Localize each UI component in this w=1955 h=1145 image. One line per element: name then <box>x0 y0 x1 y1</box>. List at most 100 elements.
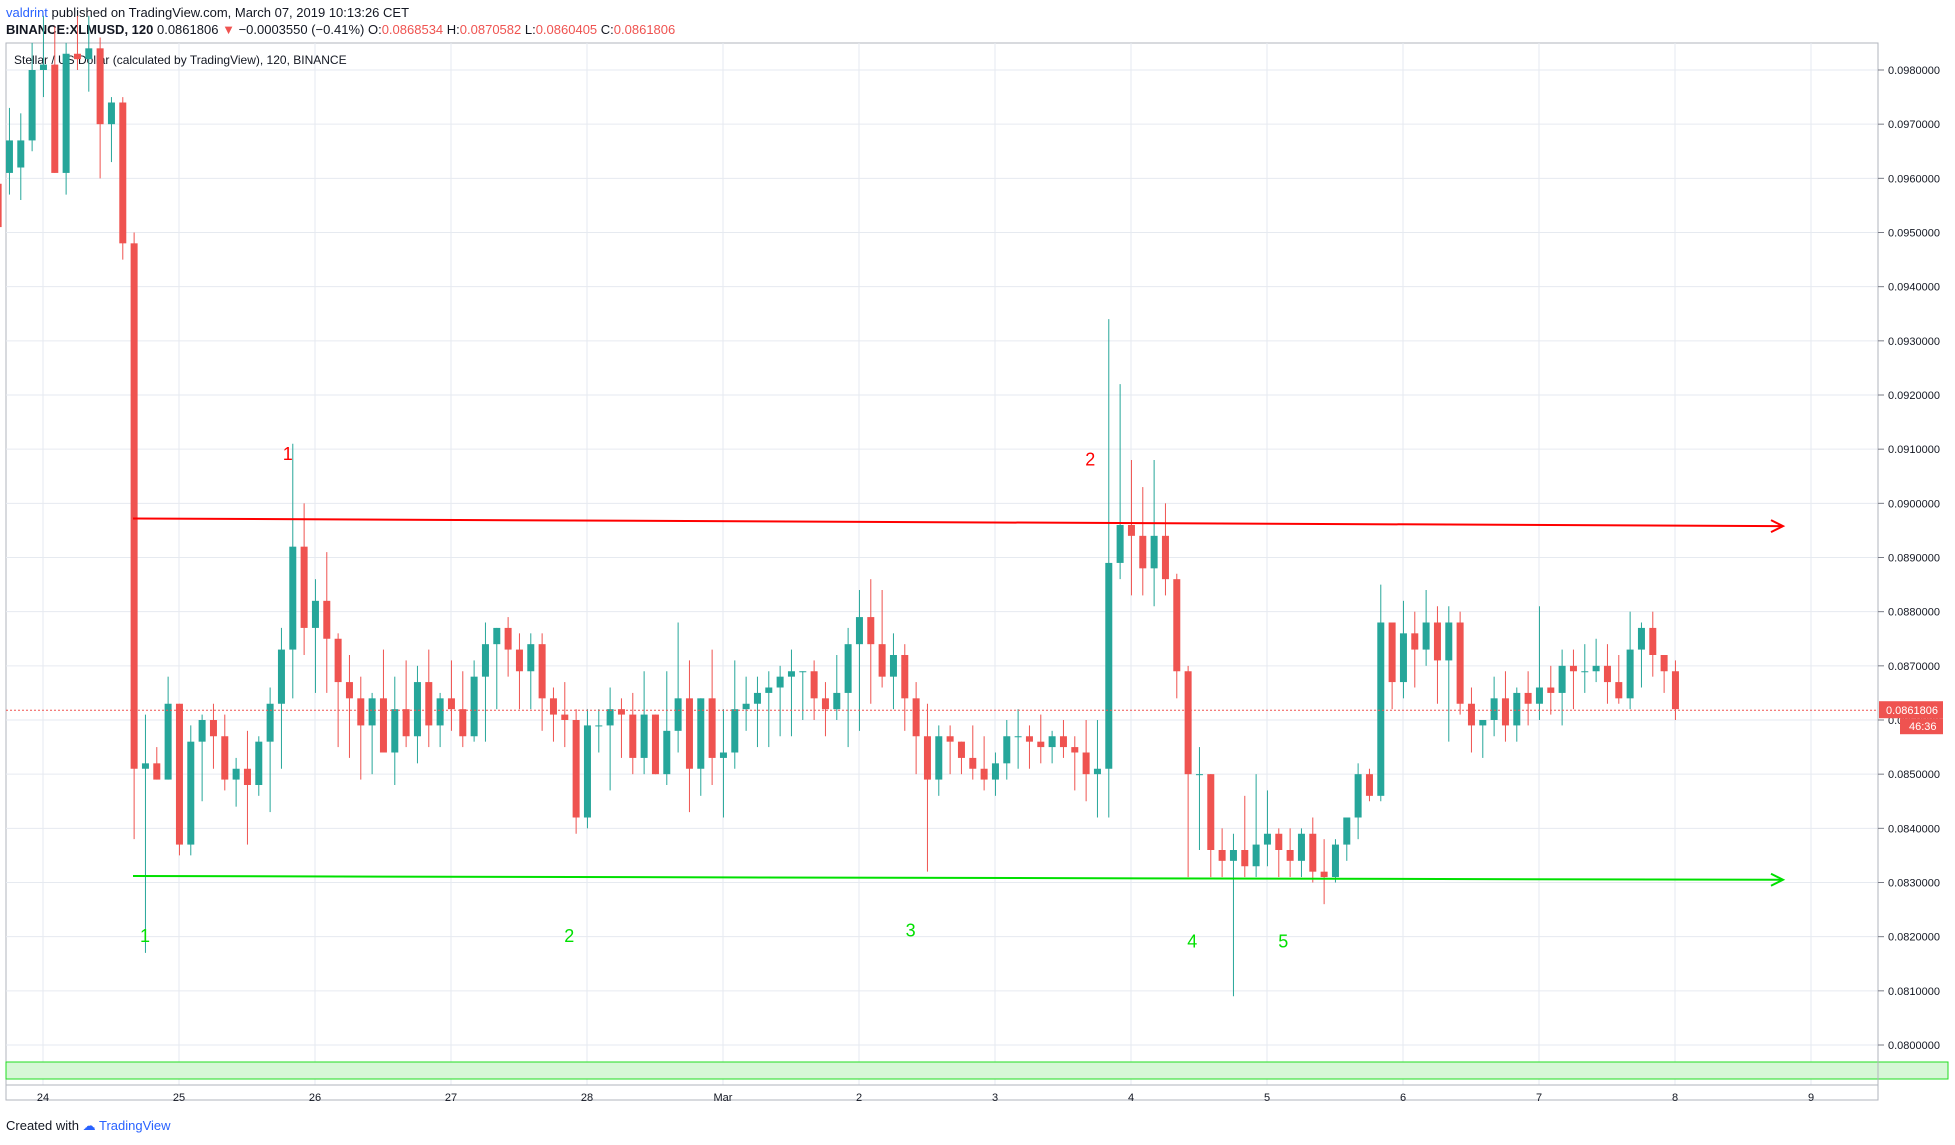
time-tick-label: 9 <box>1808 1092 1814 1104</box>
candle <box>391 676 399 785</box>
candle-body <box>255 741 263 785</box>
candle <box>243 730 251 845</box>
candle <box>1456 611 1464 715</box>
candle-body <box>663 730 671 775</box>
candle <box>1626 611 1634 710</box>
candle-body <box>1581 671 1589 673</box>
candle-body <box>685 698 693 769</box>
candle-body <box>62 53 70 173</box>
candle-body <box>889 655 897 677</box>
candle <box>980 736 988 791</box>
candle-body <box>153 763 161 780</box>
author-link[interactable]: valdrint <box>6 5 48 20</box>
candle-body <box>753 692 761 704</box>
candle-body <box>1377 622 1385 796</box>
candle-body <box>606 709 614 726</box>
candle <box>923 703 931 872</box>
candle <box>221 714 229 791</box>
candle-body <box>1331 844 1339 878</box>
time-tick-label: 28 <box>581 1092 593 1104</box>
candle <box>153 747 161 780</box>
candle-body <box>357 698 365 726</box>
candle-body <box>674 698 682 731</box>
candle-body <box>1093 768 1101 775</box>
candle <box>595 709 603 753</box>
candle-body <box>1411 633 1419 650</box>
candle-body <box>1513 692 1521 726</box>
candle-body <box>776 676 784 688</box>
time-tick-label: 2 <box>856 1092 862 1104</box>
candle-body <box>549 698 557 715</box>
candle-body <box>572 720 580 818</box>
candle <box>1354 763 1362 840</box>
candle-body <box>980 768 988 780</box>
candle-body <box>1547 687 1555 693</box>
candle-body <box>1003 736 1011 764</box>
tradingview-link[interactable]: TradingView <box>99 1118 171 1133</box>
candle-body <box>232 768 240 780</box>
candle-body <box>1445 622 1453 661</box>
candle <box>1014 709 1022 769</box>
candle <box>765 671 773 748</box>
candle <box>1513 687 1521 742</box>
candle <box>515 633 523 710</box>
price-tick-label: 0.0800000 <box>1888 1040 1940 1052</box>
time-tick-label: Mar <box>714 1092 733 1104</box>
candle <box>232 757 240 807</box>
candle-body <box>425 682 433 726</box>
candle-body <box>1048 736 1056 748</box>
candle <box>266 687 274 813</box>
candle <box>1467 687 1475 753</box>
candle-body <box>323 600 331 639</box>
candle <box>130 232 138 840</box>
candle <box>572 709 580 834</box>
candle <box>753 676 761 748</box>
candle <box>1445 606 1453 742</box>
price-tick-label: 0.0870000 <box>1888 661 1940 673</box>
price-tick-label: 0.0950000 <box>1888 228 1940 240</box>
candle-body <box>1626 649 1634 699</box>
candle <box>289 443 297 699</box>
candle-body <box>402 709 410 737</box>
candle-body <box>1524 692 1532 704</box>
price-tick-label: 0.0850000 <box>1888 769 1940 781</box>
high-value: 0.0870582 <box>459 22 522 37</box>
candlestick-chart[interactable]: Stellar / US Dollar (calculated by Tradi… <box>0 0 1955 1110</box>
candle <box>73 15 81 70</box>
candle <box>1524 671 1532 726</box>
candle-body <box>1116 525 1124 563</box>
candle <box>1399 600 1407 699</box>
candle-body <box>1241 850 1249 867</box>
candle <box>141 714 149 953</box>
candle-body <box>1592 665 1600 672</box>
candle <box>1547 665 1555 715</box>
candle <box>1603 644 1611 704</box>
candle-body <box>266 703 274 742</box>
candle-body <box>96 48 104 125</box>
candle-body <box>0 183 2 228</box>
candle <box>504 617 512 677</box>
candle-body <box>1059 736 1067 748</box>
candle <box>164 676 172 780</box>
candle-body <box>368 698 376 726</box>
candle <box>493 627 501 710</box>
candle <box>1037 714 1045 764</box>
candle <box>1150 460 1158 607</box>
candle <box>583 709 591 829</box>
support-touch-label: 1 <box>140 926 150 946</box>
last-price-marker: 0.0861806 46:36 <box>6 701 1943 735</box>
time-tick-label: 3 <box>992 1092 998 1104</box>
candle <box>787 649 795 737</box>
candle <box>1195 747 1203 850</box>
candle <box>0 183 2 228</box>
candle <box>413 665 421 764</box>
candle <box>538 633 546 731</box>
candle-body <box>1218 850 1226 861</box>
chart-footer: Created with ☁ TradingView <box>6 1118 171 1134</box>
candle <box>107 97 115 163</box>
candle-body <box>1309 833 1317 872</box>
candle-body <box>1014 736 1022 738</box>
candle <box>1286 828 1294 878</box>
candles <box>0 15 1679 997</box>
candle <box>345 655 353 758</box>
